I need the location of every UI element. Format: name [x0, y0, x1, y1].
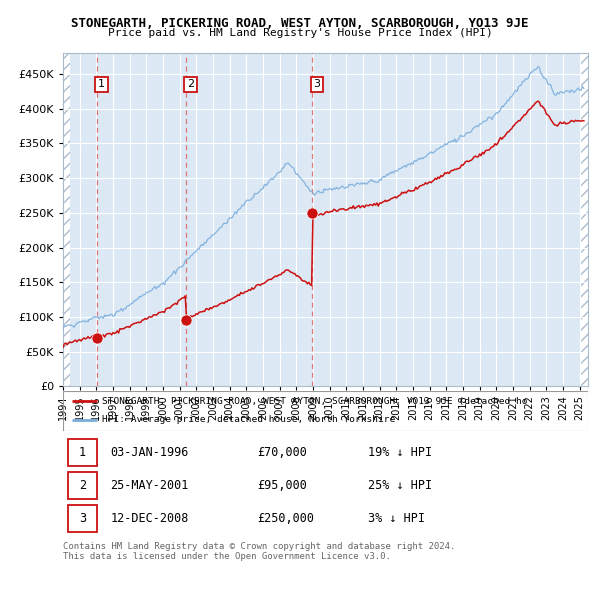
Bar	[581, 39, 598, 386]
Text: 3% ↓ HPI: 3% ↓ HPI	[367, 512, 425, 525]
Text: £95,000: £95,000	[257, 478, 307, 492]
Text: 1: 1	[79, 445, 86, 459]
Bar	[63, 39, 70, 386]
Text: 25-MAY-2001: 25-MAY-2001	[110, 478, 188, 492]
Text: 12-DEC-2008: 12-DEC-2008	[110, 512, 188, 525]
Text: 25% ↓ HPI: 25% ↓ HPI	[367, 478, 431, 492]
Bar	[68, 472, 97, 499]
Text: 2: 2	[79, 478, 86, 492]
Text: HPI: Average price, detached house, North Yorkshire: HPI: Average price, detached house, Nort…	[103, 415, 395, 424]
Text: 3: 3	[314, 79, 320, 89]
Text: 3: 3	[79, 512, 86, 525]
Bar	[68, 505, 97, 532]
Text: £70,000: £70,000	[257, 445, 307, 459]
Bar	[68, 439, 97, 466]
Text: £250,000: £250,000	[257, 512, 314, 525]
Text: 19% ↓ HPI: 19% ↓ HPI	[367, 445, 431, 459]
Text: Price paid vs. HM Land Registry's House Price Index (HPI): Price paid vs. HM Land Registry's House …	[107, 28, 493, 38]
Text: 1: 1	[98, 79, 105, 89]
Text: 03-JAN-1996: 03-JAN-1996	[110, 445, 188, 459]
Text: Contains HM Land Registry data © Crown copyright and database right 2024.
This d: Contains HM Land Registry data © Crown c…	[63, 542, 455, 561]
Text: 2: 2	[187, 79, 194, 89]
Text: STONEGARTH, PICKERING ROAD, WEST AYTON, SCARBOROUGH, YO13 9JE: STONEGARTH, PICKERING ROAD, WEST AYTON, …	[71, 17, 529, 30]
Text: STONEGARTH, PICKERING ROAD, WEST AYTON, SCARBOROUGH, YO13 9JE (detached ho: STONEGARTH, PICKERING ROAD, WEST AYTON, …	[103, 397, 528, 406]
